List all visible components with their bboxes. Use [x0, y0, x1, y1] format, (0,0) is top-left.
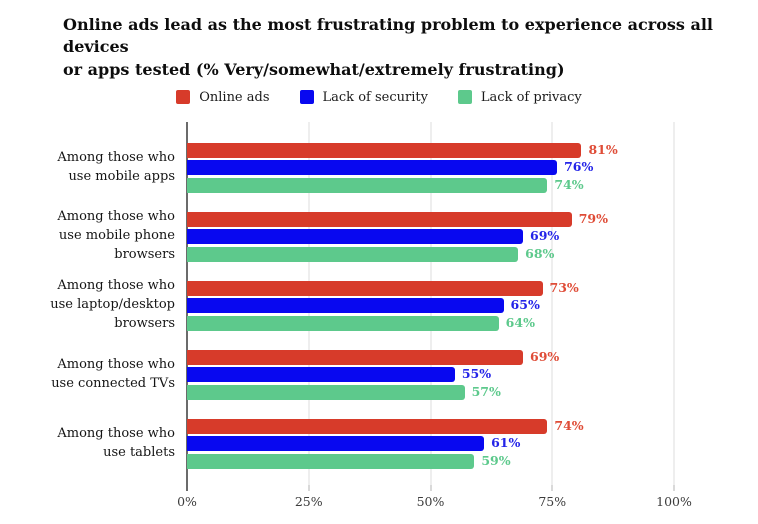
bar-value-label: 74%: [554, 417, 584, 433]
legend-swatch-lack-of-privacy: [457, 90, 472, 105]
bar-lack-of-privacy: [187, 384, 465, 400]
bar-value-label: 81%: [588, 141, 618, 157]
bar-row-lack-of-privacy: 59%: [187, 452, 674, 469]
legend-item-lack-of-privacy: Lack of privacy: [457, 89, 582, 105]
category-group-4: Among those who use connected TVs 69% 55% 5…: [0, 340, 758, 409]
bar-row-online-ads: 69%: [187, 348, 674, 365]
gridline-75: [551, 122, 553, 486]
bar-lack-of-security: [187, 367, 455, 383]
category-label: Among those who use tablets: [57, 425, 175, 460]
bar-value-label: 61%: [491, 435, 521, 451]
bars-cluster: 69% 55% 57%: [187, 348, 674, 400]
bar-value-label: 79%: [578, 210, 608, 226]
x-tick-0: [186, 485, 188, 492]
legend-swatch-online-ads: [176, 90, 191, 105]
bar-value-label: 69%: [530, 348, 560, 364]
bar-lack-of-security: [187, 298, 504, 314]
bar-row-lack-of-privacy: 57%: [187, 383, 674, 400]
bar-row-lack-of-security: 55%: [187, 366, 674, 383]
legend-item-lack-of-security: Lack of security: [299, 89, 428, 105]
bar-lack-of-security: [187, 229, 524, 245]
bar-row-lack-of-security: 76%: [187, 159, 674, 176]
bar-online-ads: [187, 280, 543, 296]
x-tick-label-0: 0%: [177, 494, 197, 510]
bars-cluster: 73% 65% 64%: [187, 279, 674, 331]
x-tick-label-75: 75%: [538, 494, 567, 510]
x-tick-label-50: 50%: [416, 494, 445, 510]
chart-legend: Online ads Lack of security Lack of privac…: [0, 89, 758, 105]
bar-lack-of-privacy: [187, 177, 548, 193]
legend-label-online-ads: Online ads: [199, 89, 270, 105]
category-group-1: Among those who use mobile apps 81% 76% 74%: [0, 133, 758, 202]
bars-cluster: 79% 69% 68%: [187, 210, 674, 262]
bar-lack-of-privacy: [187, 315, 499, 331]
x-tick-label-25: 25%: [294, 494, 323, 510]
bar-value-label: 64%: [505, 314, 535, 330]
x-tick-50: [430, 485, 431, 492]
bar-online-ads: [187, 418, 548, 434]
category-group-2: Among those who use mobile phone browser…: [0, 202, 758, 271]
bar-value-label: 59%: [481, 452, 511, 468]
bar-online-ads: [187, 349, 524, 365]
chart-page: { "title": { "line1": "Online ads lead a…: [0, 14, 758, 524]
category-group-5: Among those who use tablets 74% 61% 59%: [0, 409, 758, 478]
bar-row-lack-of-security: 65%: [187, 297, 674, 314]
bar-row-lack-of-security: 69%: [187, 228, 674, 245]
bar-lack-of-privacy: [187, 246, 519, 262]
chart-title: Online ads lead as the most frustrating …: [63, 14, 718, 81]
bar-value-label: 68%: [525, 245, 555, 261]
x-tick-label-100: 100%: [656, 494, 692, 510]
x-tick-25: [308, 485, 310, 492]
bar-value-label: 65%: [510, 297, 540, 313]
bar-lack-of-security: [187, 160, 558, 176]
bar-row-lack-of-security: 61%: [187, 435, 674, 452]
bar-online-ads: [187, 211, 572, 227]
bar-row-online-ads: 81%: [187, 141, 674, 158]
legend-label-lack-of-security: Lack of security: [322, 89, 428, 105]
bar-online-ads: [187, 142, 582, 158]
category-group-3: Among those who use laptop/desktop brows…: [0, 271, 758, 340]
legend-item-online-ads: Online ads: [176, 89, 270, 105]
bar-value-label: 69%: [530, 228, 560, 244]
chart-title-line2: or apps tested (% Very/somewhat/extremel…: [63, 59, 565, 79]
gridline-100: [673, 122, 675, 486]
x-tick-75: [551, 485, 553, 492]
bar-row-online-ads: 74%: [187, 417, 674, 434]
bar-lack-of-security: [187, 436, 485, 452]
bar-row-lack-of-privacy: 74%: [187, 176, 674, 193]
category-label: Among those who use laptop/desktop brows…: [50, 278, 175, 332]
bar-lack-of-privacy: [187, 453, 475, 469]
bar-row-lack-of-privacy: 64%: [187, 314, 674, 331]
bar-row-online-ads: 73%: [187, 279, 674, 296]
bar-row-lack-of-privacy: 68%: [187, 245, 674, 262]
bars-cluster: 74% 61% 59%: [187, 417, 674, 469]
bar-row-online-ads: 79%: [187, 210, 674, 227]
chart-title-line1: Online ads lead as the most frustrating …: [63, 15, 713, 57]
bar-value-label: 55%: [461, 366, 492, 382]
bar-value-label: 73%: [549, 279, 579, 295]
bars-cluster: 81% 76% 74%: [187, 141, 674, 193]
category-label: Among those who use connected TVs: [51, 356, 175, 391]
legend-label-lack-of-privacy: Lack of privacy: [480, 89, 582, 105]
x-axis: 0% 25% 50% 75% 100%: [177, 485, 692, 515]
bar-value-label: 74%: [554, 176, 584, 192]
bar-groups: Among those who use mobile apps 81% 76% 74%…: [0, 133, 758, 478]
category-label: Among those who use mobile apps: [57, 149, 175, 184]
bar-chart: Among those who use mobile apps 81% 76% 74%…: [0, 117, 758, 515]
bar-value-label: 76%: [564, 159, 594, 175]
category-label: Among those who use mobile phone browser…: [57, 209, 175, 263]
bar-value-label: 57%: [471, 383, 501, 399]
legend-swatch-lack-of-security: [299, 90, 314, 105]
x-tick-100: [673, 485, 675, 492]
